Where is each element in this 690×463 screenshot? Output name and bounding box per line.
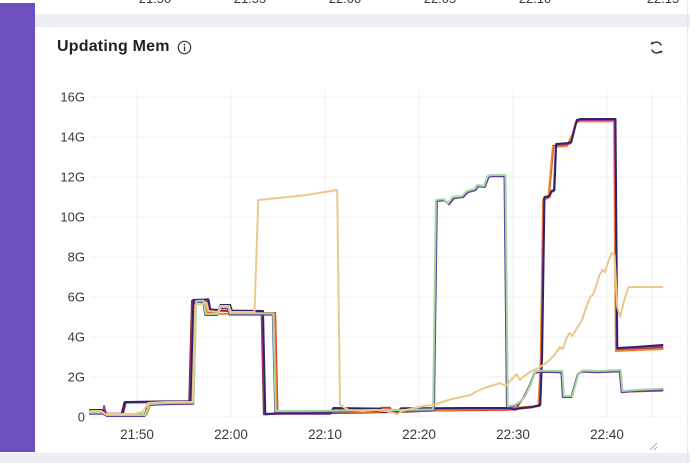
x-axis-label: 22:10 <box>308 427 342 442</box>
panel-title: Updating Mem <box>57 38 170 55</box>
clipped-axis-label: 21:55 <box>234 0 267 6</box>
y-axis-label: 10G <box>60 210 85 225</box>
info-icon[interactable] <box>177 40 192 55</box>
y-axis-label: 2G <box>68 370 85 385</box>
clipped-axis-label: 22:05 <box>424 0 457 6</box>
series-wheat[interactable] <box>89 189 664 415</box>
y-axis-label: 12G <box>60 170 85 185</box>
chart-panel: Updating Mem <box>47 27 690 452</box>
x-axis-label: 22:20 <box>402 427 436 442</box>
refresh-button[interactable] <box>646 39 666 59</box>
y-axis-label: 16G <box>60 90 85 105</box>
y-axis-label: 8G <box>68 250 85 265</box>
series-navy[interactable] <box>89 118 664 415</box>
top-axis-clipped-labels: 21:50 21:55 22:00 22:05 22:10 22:15 <box>35 0 690 13</box>
series-green[interactable] <box>89 174 664 416</box>
y-axis-label: 6G <box>68 290 85 305</box>
sidebar-accent-bar <box>0 3 35 452</box>
x-axis-label: 21:50 <box>120 427 154 442</box>
section-divider-top <box>35 14 690 27</box>
y-axis-label: 14G <box>60 130 85 145</box>
chart-canvas[interactable]: 0 2G 4G 6G 8G 10G 12G 14G 16G 21:50 22:00 22:10 22:2… <box>47 57 690 452</box>
series-orange[interactable] <box>89 120 664 416</box>
clipped-axis-label: 21:50 <box>139 0 172 6</box>
clipped-axis-label: 22:10 <box>519 0 552 6</box>
x-axis-label: 22:40 <box>590 427 624 442</box>
refresh-icon <box>649 40 664 58</box>
bottom-page-strip <box>0 453 690 463</box>
x-axis-label: 22:30 <box>496 427 530 442</box>
series-maroon[interactable] <box>89 120 664 416</box>
clipped-axis-label: 22:00 <box>329 0 362 6</box>
y-axis-label: 0 <box>78 410 85 425</box>
series-red[interactable] <box>89 299 664 416</box>
window-right-edge <box>687 0 688 463</box>
series-magenta[interactable] <box>89 119 664 416</box>
x-axis-label: 22:00 <box>214 427 248 442</box>
resize-handle-icon[interactable] <box>648 438 658 451</box>
clipped-axis-label: 22:15 <box>647 0 680 6</box>
y-axis-label: 4G <box>68 330 85 345</box>
panel-header: Updating Mem <box>57 33 680 61</box>
